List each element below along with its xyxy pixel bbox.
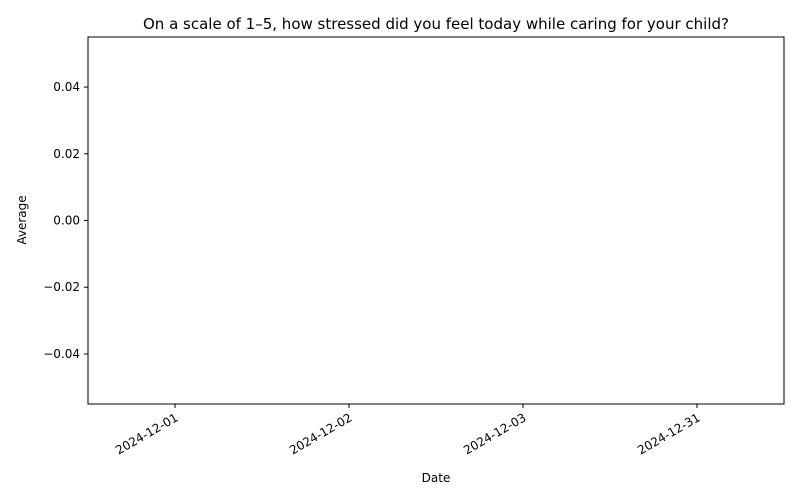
y-tick-label: 0.02: [53, 147, 80, 161]
y-tick-label: −0.04: [43, 347, 80, 361]
x-tick-label: 2024-12-31: [635, 410, 702, 457]
y-tick-label: −0.02: [43, 280, 80, 294]
y-tick-label: 0.04: [53, 80, 80, 94]
y-tick-label: 0.00: [53, 214, 80, 228]
chart-title: On a scale of 1–5, how stressed did you …: [143, 15, 729, 33]
axes-frame: [87, 36, 785, 405]
x-tick-label: 2024-12-03: [461, 410, 528, 457]
y-axis-label: Average: [15, 195, 29, 244]
x-tick-label: 2024-12-01: [113, 410, 180, 457]
x-tick-label: 2024-12-02: [287, 410, 354, 457]
x-axis-label: Date: [422, 471, 451, 485]
